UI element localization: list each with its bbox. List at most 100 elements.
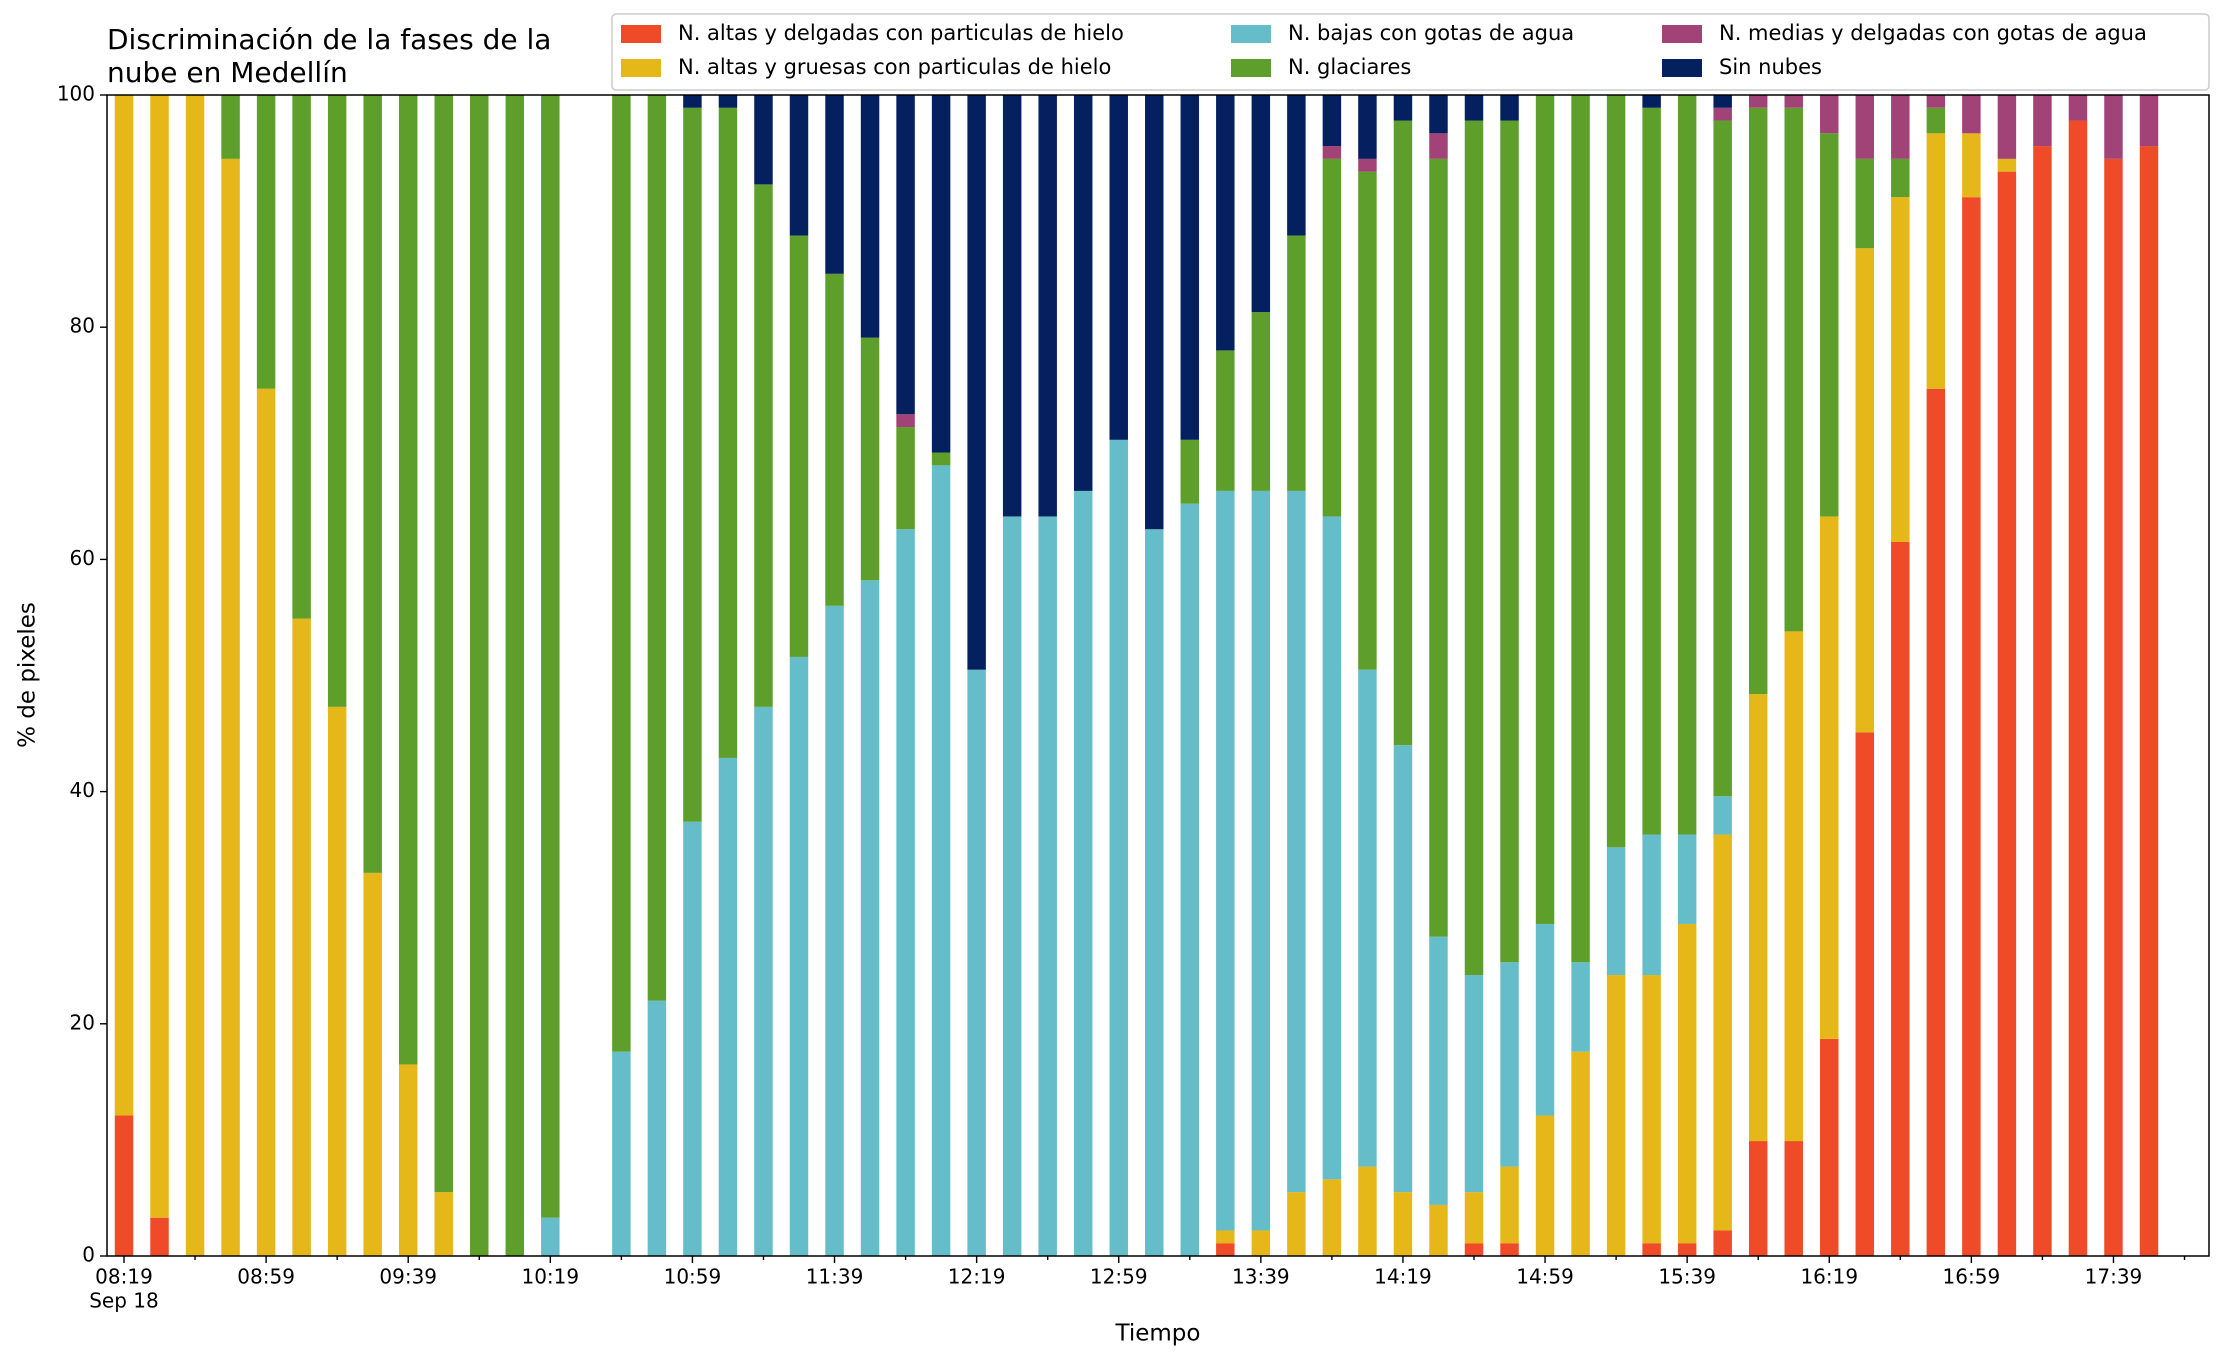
bar-segment (1500, 1166, 1519, 1244)
bar-segment (789, 235, 809, 657)
bar-segment (541, 95, 560, 1218)
bar-segment (1322, 516, 1342, 1180)
bar-segment (1677, 1243, 1697, 1256)
bar-segment (1322, 146, 1342, 159)
bar-segment (114, 95, 134, 1116)
bar-segment (1820, 133, 1839, 517)
legend-box (611, 13, 2210, 91)
x-tick-label: 14:59 (1516, 1265, 1574, 1289)
bar-segment (1677, 923, 1697, 1244)
bar-segment (1287, 235, 1306, 491)
bar-segment (1393, 1192, 1413, 1256)
x-tick-label: 09:39 (379, 1265, 437, 1289)
bar-segment (1358, 669, 1377, 1167)
bar-segment (718, 107, 738, 758)
y-tick-label: 0 (82, 1243, 95, 1267)
bar-segment (292, 618, 311, 1256)
bar-segment (1571, 962, 1590, 1052)
bar-segment (1748, 694, 1768, 1142)
bar-segment (2104, 95, 2123, 159)
bar-segment (1002, 95, 1022, 517)
bar-segment (1180, 439, 1200, 504)
bar-segment (896, 427, 915, 530)
bar-segment (1713, 120, 1732, 797)
bar-segment (1820, 95, 1839, 134)
legend-swatch (1231, 59, 1271, 77)
bar-segment (2068, 95, 2088, 121)
bar-segment (1713, 796, 1732, 835)
bar-segment (1962, 95, 1981, 134)
bar-segment (256, 95, 276, 389)
bar-segment (1713, 107, 1732, 121)
bar-segment (754, 184, 773, 707)
bar-segment (683, 95, 702, 108)
chart-title: nube en Medellín (107, 56, 348, 89)
bar-segment (1322, 95, 1342, 147)
bar-segment (2068, 120, 2088, 1257)
legend: N. altas y delgadas con particulas de hi… (621, 21, 2147, 79)
bar-segment (1820, 516, 1839, 1039)
legend-label: N. glaciares (1288, 55, 1411, 79)
bar-segment (1073, 95, 1093, 491)
bar-segment (931, 465, 951, 1256)
y-tick-label: 40 (70, 778, 95, 802)
plot (114, 95, 2159, 1257)
bar-segment (789, 656, 809, 1256)
bar-segment (1216, 95, 1235, 351)
bar-segment (1322, 1179, 1342, 1256)
bar-segment (221, 95, 240, 159)
bar-segment (1500, 95, 1519, 121)
bar-segment (1109, 95, 1128, 440)
bar-segment (1251, 1230, 1271, 1256)
bar-segment (256, 388, 276, 1256)
bar-segment (1748, 1141, 1768, 1256)
bar-segment (1784, 107, 1803, 632)
bar-segment (1393, 95, 1413, 121)
bar-segment (2104, 158, 2123, 1257)
bar-segment (1926, 388, 1946, 1256)
y-tick-label: 100 (57, 82, 95, 106)
bar-segment (1180, 503, 1200, 1256)
bar-segment (1713, 834, 1732, 1231)
bar-segment (185, 95, 205, 1256)
bar-segment (860, 337, 880, 581)
legend-label: N. altas y delgadas con particulas de hi… (678, 21, 1124, 45)
bar-segment (1997, 171, 2017, 1257)
x-tick-label: 08:59 (237, 1265, 295, 1289)
bar-segment (1891, 197, 1910, 542)
bar-segment (1216, 1230, 1235, 1244)
x-sublabel: Sep 18 (89, 1289, 159, 1313)
legend-swatch (1231, 25, 1271, 43)
x-tick-label: 10:59 (664, 1265, 722, 1289)
bar-segment (1251, 312, 1271, 491)
x-tick-label: 16:59 (1943, 1265, 2001, 1289)
bar-segment (1429, 95, 1448, 134)
bar-segment (718, 95, 738, 108)
bar-segment (1606, 975, 1626, 1256)
bar-segment (1606, 847, 1626, 976)
bar-segment (363, 95, 382, 873)
bar-segment (1002, 516, 1022, 1256)
bar-segment (931, 452, 951, 466)
bar-segment (1642, 107, 1661, 835)
bar-segment (647, 95, 667, 1001)
x-tick-label: 13:39 (1232, 1265, 1290, 1289)
bar-segment (1358, 95, 1377, 159)
bar-segment (612, 95, 631, 1052)
bar-segment (150, 1217, 169, 1256)
bar-segment (1216, 1243, 1235, 1256)
bar-segment (1535, 1115, 1555, 1256)
bar-segment (1429, 133, 1448, 159)
x-axis-label: Tiempo (1115, 1321, 1201, 1347)
bar-segment (1891, 541, 1910, 1256)
bar-segment (967, 95, 986, 670)
bar-segment (825, 605, 844, 1256)
bar-segment (1891, 95, 1910, 159)
bar-segment (1926, 95, 1946, 108)
bar-segment (1784, 95, 1803, 108)
bar-segment (1997, 95, 2017, 159)
bar-segment (150, 95, 169, 1218)
bar-segment (967, 669, 986, 1256)
bar-segment (434, 95, 453, 1193)
